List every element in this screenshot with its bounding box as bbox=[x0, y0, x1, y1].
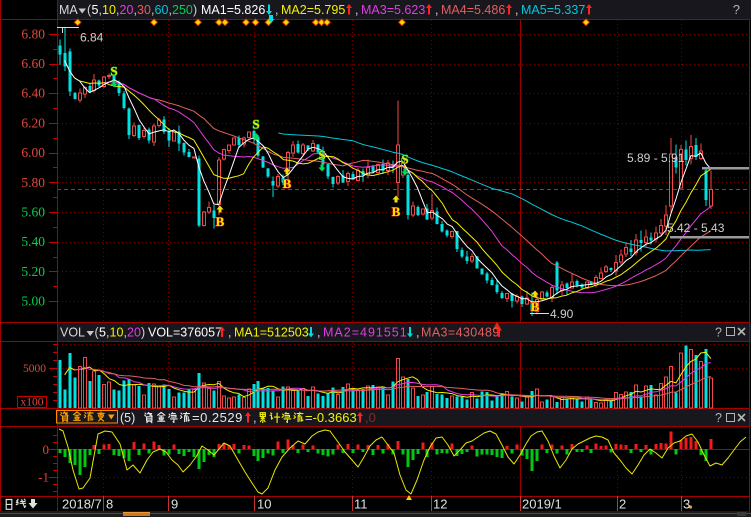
svg-text:MA3=430489: MA3=430489 bbox=[421, 326, 500, 340]
svg-text:11: 11 bbox=[354, 497, 368, 512]
svg-text:20: 20 bbox=[127, 326, 141, 340]
svg-text:,: , bbox=[416, 326, 419, 340]
svg-text:5.89 - 5.91: 5.89 - 5.91 bbox=[627, 151, 685, 165]
svg-text:(5): (5) bbox=[120, 411, 135, 425]
svg-text:VOL: VOL bbox=[60, 326, 85, 340]
svg-text:,: , bbox=[134, 3, 137, 17]
svg-text:MA5=5.337: MA5=5.337 bbox=[521, 3, 585, 17]
svg-text:?: ? bbox=[715, 326, 722, 340]
svg-text:6.40: 6.40 bbox=[21, 86, 45, 101]
svg-text:12: 12 bbox=[433, 497, 447, 512]
svg-text:,: , bbox=[151, 3, 154, 17]
svg-text:MA2=491551: MA2=491551 bbox=[323, 326, 408, 340]
svg-text:,: , bbox=[99, 3, 102, 17]
svg-text:VOL=376057: VOL=376057 bbox=[148, 326, 222, 340]
svg-text:,: , bbox=[169, 3, 172, 17]
svg-text:2018/7: 2018/7 bbox=[62, 497, 102, 512]
svg-text:,: , bbox=[355, 3, 358, 17]
svg-text:10: 10 bbox=[257, 497, 271, 512]
svg-text:?: ? bbox=[733, 2, 740, 17]
svg-text:,: , bbox=[116, 3, 119, 17]
svg-text:S: S bbox=[110, 64, 117, 79]
svg-text:(: ( bbox=[95, 326, 100, 340]
svg-text:8: 8 bbox=[106, 497, 113, 512]
svg-text:10: 10 bbox=[102, 3, 116, 17]
svg-text:(: ( bbox=[87, 3, 92, 17]
svg-text:4.90: 4.90 bbox=[550, 307, 574, 321]
svg-text:MA3=5.623: MA3=5.623 bbox=[361, 3, 425, 17]
svg-text:MA1=5.826: MA1=5.826 bbox=[201, 3, 265, 17]
svg-text:5.42 - 5.43: 5.42 - 5.43 bbox=[667, 221, 725, 235]
svg-text:6.60: 6.60 bbox=[21, 56, 45, 71]
svg-text:S: S bbox=[318, 148, 325, 163]
svg-text:B: B bbox=[392, 204, 401, 219]
svg-text:): ) bbox=[141, 326, 145, 340]
svg-text:20: 20 bbox=[120, 3, 134, 17]
svg-text:,: , bbox=[275, 3, 278, 17]
svg-text:30: 30 bbox=[137, 3, 151, 17]
svg-text:B: B bbox=[216, 214, 225, 229]
svg-text:6.84: 6.84 bbox=[80, 31, 104, 45]
svg-text:,: , bbox=[253, 410, 257, 425]
svg-text:60: 60 bbox=[155, 3, 169, 17]
svg-text:3: 3 bbox=[683, 497, 690, 512]
svg-text:?: ? bbox=[715, 411, 722, 425]
svg-text:5.00: 5.00 bbox=[21, 294, 45, 309]
svg-text:10: 10 bbox=[110, 326, 124, 340]
svg-text:=-0.3663: =-0.3663 bbox=[305, 410, 357, 425]
svg-text:2019/1: 2019/1 bbox=[522, 497, 562, 512]
svg-text:250: 250 bbox=[172, 3, 193, 17]
svg-text:5: 5 bbox=[92, 3, 99, 17]
svg-text:,0: ,0 bbox=[365, 410, 376, 425]
svg-text:B: B bbox=[283, 176, 292, 191]
svg-text:5.40: 5.40 bbox=[21, 234, 45, 249]
svg-text:6.20: 6.20 bbox=[21, 115, 45, 130]
svg-text:MA1=512503: MA1=512503 bbox=[234, 326, 309, 340]
svg-text:0: 0 bbox=[43, 442, 50, 457]
svg-text:,: , bbox=[228, 326, 231, 340]
svg-text:5: 5 bbox=[99, 326, 106, 340]
svg-text:MA2=5.795: MA2=5.795 bbox=[281, 3, 345, 17]
svg-text:6.80: 6.80 bbox=[21, 26, 45, 41]
svg-text:=0.2529: =0.2529 bbox=[192, 410, 243, 425]
svg-text:S: S bbox=[252, 117, 259, 132]
svg-text:,: , bbox=[515, 3, 518, 17]
svg-text:6.00: 6.00 bbox=[21, 145, 45, 160]
svg-text:5.80: 5.80 bbox=[21, 175, 45, 190]
svg-text:MA4=5.486: MA4=5.486 bbox=[441, 3, 505, 17]
svg-text:,: , bbox=[435, 3, 438, 17]
svg-text:MA: MA bbox=[59, 3, 78, 17]
svg-text:5.60: 5.60 bbox=[21, 205, 45, 220]
svg-text:B: B bbox=[531, 299, 540, 314]
svg-text:2: 2 bbox=[619, 497, 626, 512]
svg-text:,: , bbox=[317, 326, 320, 340]
svg-text:-1: -1 bbox=[38, 470, 49, 485]
svg-text:5.20: 5.20 bbox=[21, 264, 45, 279]
svg-text:x100: x100 bbox=[21, 397, 44, 409]
svg-text:9: 9 bbox=[171, 497, 178, 512]
svg-text:,: , bbox=[106, 326, 109, 340]
svg-text:): ) bbox=[193, 3, 197, 17]
svg-text:,: , bbox=[124, 326, 127, 340]
svg-text:5000: 5000 bbox=[23, 363, 46, 375]
svg-text:S: S bbox=[401, 152, 408, 167]
